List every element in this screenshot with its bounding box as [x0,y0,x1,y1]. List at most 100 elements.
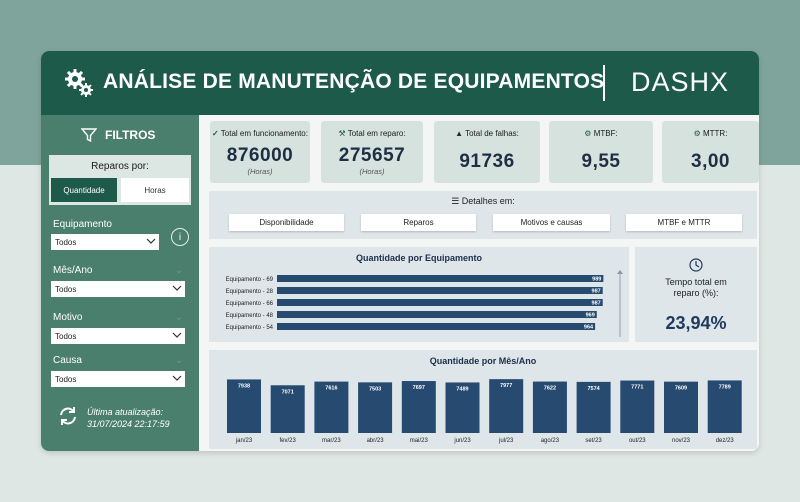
filters-label: FILTROS [105,128,156,142]
info-icon[interactable]: i [171,228,189,246]
toggle-quantidade[interactable]: Quantidade [51,178,117,202]
scroll-up-arrow-icon[interactable] [617,270,623,274]
kpi-total-reparo: ⚒ Total em reparo: 275657 (Horas) [321,121,423,183]
monthly-bar[interactable] [664,381,698,433]
collapse-chevron-icon[interactable]: ⌄ [175,312,184,323]
list-icon: ☰ [451,196,460,206]
refresh-icon[interactable] [57,405,79,427]
monthly-bar[interactable] [620,380,655,433]
monthly-chart-panel: Quantidade por Mês/Ano 7938 jan/23 7071 fev… [209,350,757,449]
month-tick-label: dez/23 [716,438,735,444]
chevron-down-icon [172,375,182,381]
tempo-reparo-value: 23,94% [665,313,727,333]
monthly-bar[interactable] [532,381,567,433]
filters-heading: FILTROS [81,127,155,143]
details-title: ☰ Detalhes em: [209,196,757,207]
month-tick-label: jul/23 [498,438,514,444]
filter-label-motivo: Motivo [53,312,83,323]
monthly-bar-value: 7771 [631,385,643,391]
equipment-bar-chart: Equipamento - 69 989 Equipamento - 28 987 Eq… [226,270,623,337]
equipment-bar-value: 969 [586,313,595,319]
kpi-unit: (Horas) [247,167,273,176]
equipment-category-label: Equipamento - 28 [226,289,274,295]
month-tick-label: abr/23 [367,438,385,444]
main-content: ✓ Total em funcionamento: 876000 (Horas)… [199,115,759,451]
equipment-bar[interactable] [277,287,603,294]
monthly-bar-value: 7489 [456,386,468,392]
monthly-bar-value: 7609 [675,386,687,392]
equipment-bar[interactable] [277,323,596,330]
kpi-value: 91736 [459,151,515,172]
check-icon: ✓ [212,129,219,138]
equipment-bar-value: 964 [584,325,594,331]
tempo-title-line2: reparo (%): [673,288,719,298]
collapse-chevron-icon[interactable]: ⌄ [175,265,184,276]
monthly-bar[interactable] [227,379,261,433]
chevron-down-icon [172,332,182,338]
header-divider [603,65,605,101]
kpi-mtbf: ⚙ MTBF: 9,55 [549,121,653,183]
reparos-por-label: Reparos por: [91,161,149,172]
monthly-bar-value: 7977 [500,383,512,389]
equipment-category-label: Equipamento - 48 [226,313,274,319]
tempo-title-line1: Tempo total em [665,277,727,287]
equipment-category-label: Equipamento - 54 [226,325,274,331]
monthly-bar[interactable] [358,382,393,433]
motivos-causas-button[interactable]: Motivos e causas [493,214,610,231]
last-update-value: 31/07/2024 22:17:59 [87,419,170,429]
chevron-down-icon [172,285,182,291]
last-update: Última atualização: 31/07/2024 22:17:59 [87,406,170,430]
kpi-title: ⚙ MTTR: [662,129,759,138]
month-tick-label: fev/23 [280,438,297,444]
kpi-total-falhas: ▲ Total de falhas: 91736 [434,121,540,183]
monthly-bar[interactable] [445,382,480,433]
equipamento-dropdown[interactable]: Todos [51,234,159,250]
equipment-bar[interactable] [277,299,603,306]
month-tick-label: set/23 [585,438,602,444]
scrollbar[interactable] [619,271,621,337]
monthly-bar-value: 7616 [325,386,337,392]
monthly-bar[interactable] [314,381,349,433]
monthly-bar[interactable] [489,379,524,433]
kpi-title-text: MTTR: [702,129,728,138]
month-tick-label: jan/23 [235,438,253,444]
reparos-button[interactable]: Reparos [361,214,476,231]
monthly-bar[interactable] [270,385,305,433]
monthly-bar[interactable] [401,381,436,433]
monthly-bar-value: 7938 [238,383,250,389]
monthly-bar[interactable] [707,380,742,433]
motivo-dropdown[interactable]: Todos [51,328,185,344]
tempo-reparo-panel: Tempo total em reparo (%): 23,94% [635,247,757,342]
equipment-bar-value: 987 [592,301,601,307]
mes-ano-dropdown[interactable]: Todos [51,281,185,297]
mtbf-mttr-button[interactable]: MTBF e MTTR [626,214,742,231]
monthly-bar-value: 7622 [544,386,556,392]
monthly-chart-title: Quantidade por Mês/Ano [429,356,537,366]
kpi-title-text: Total em funcionamento: [220,129,308,138]
month-tick-label: jun/23 [453,438,471,444]
disponibilidade-button[interactable]: Disponibilidade [229,214,344,231]
equipment-bar-value: 987 [592,289,601,295]
tempo-reparo-title: Tempo total em reparo (%): [635,277,757,299]
kpi-value: 9,55 [581,151,621,172]
equipment-chart-title: Quantidade por Equipamento [355,253,482,263]
monthly-bar-chart: 7938 jan/23 7071 fev/23 7616 mar/23 7503 abr/23… [227,379,742,444]
causa-dropdown[interactable]: Todos [51,371,185,387]
month-tick-label: mai/23 [410,438,429,444]
brand-logo: DASHX [631,67,730,97]
kpi-title: ⚙ MTBF: [549,129,653,138]
equipment-bar[interactable] [277,311,597,318]
monthly-bar[interactable] [576,381,611,433]
equipment-category-label: Equipamento - 66 [226,301,274,307]
monthly-bar-value: 7071 [282,389,294,395]
funnel-icon [81,128,97,143]
equipment-bar[interactable] [277,275,604,282]
filter-sidebar: FILTROS Reparos por: Quantidade Horas Eq… [41,115,199,451]
kpi-title-text: Total de falhas: [465,129,519,138]
mes-ano-value: Todos [55,284,77,294]
collapse-chevron-icon[interactable]: ⌄ [175,355,184,366]
chevron-down-icon [146,238,156,244]
reparos-por-toggle: Reparos por: Quantidade Horas [49,155,191,205]
toggle-horas[interactable]: Horas [121,178,189,202]
monthly-bar-value: 7697 [413,385,425,391]
